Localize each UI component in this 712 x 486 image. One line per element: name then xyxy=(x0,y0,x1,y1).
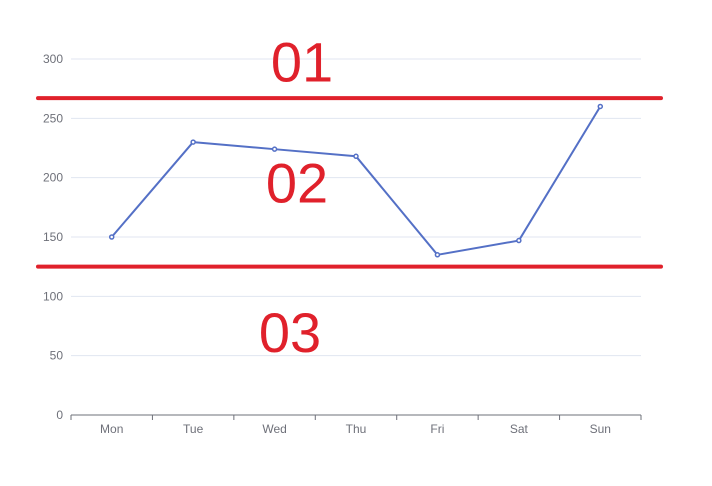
x-tick-label: Sat xyxy=(510,422,529,436)
zone-label: 01 xyxy=(271,30,333,93)
y-tick-label: 300 xyxy=(43,52,63,66)
data-point xyxy=(516,237,522,244)
y-tick-label: 50 xyxy=(50,349,64,363)
y-tick-label: 100 xyxy=(43,289,63,303)
data-point xyxy=(597,103,604,110)
threshold-lines xyxy=(36,96,663,269)
data-point xyxy=(434,252,441,258)
grid-lines xyxy=(71,58,641,357)
x-tick-label: Sun xyxy=(590,422,611,436)
y-tick-label: 150 xyxy=(43,230,63,244)
series-line xyxy=(110,105,602,256)
x-tick-label: Thu xyxy=(346,422,367,436)
zone-label: 03 xyxy=(259,301,321,364)
data-point xyxy=(108,234,115,240)
data-point xyxy=(353,153,359,160)
y-tick-label: 0 xyxy=(56,408,63,422)
x-tick-label: Wed xyxy=(262,422,286,436)
zone-label: 02 xyxy=(266,151,328,214)
data-point xyxy=(271,146,278,152)
x-tick-label: Mon xyxy=(100,422,123,436)
y-axis: 0 50 100 150 200 250 300 xyxy=(43,52,63,422)
x-tick-label: Fri xyxy=(430,422,444,436)
x-axis: Mon Tue Wed Thu Fri Sat Sun xyxy=(70,414,642,436)
data-point xyxy=(190,139,196,145)
y-tick-label: 250 xyxy=(43,111,63,125)
zone-labels: 01 02 03 xyxy=(259,30,333,364)
x-tick-label: Tue xyxy=(183,422,204,436)
y-tick-label: 200 xyxy=(43,171,63,185)
series-line-group xyxy=(108,103,604,258)
